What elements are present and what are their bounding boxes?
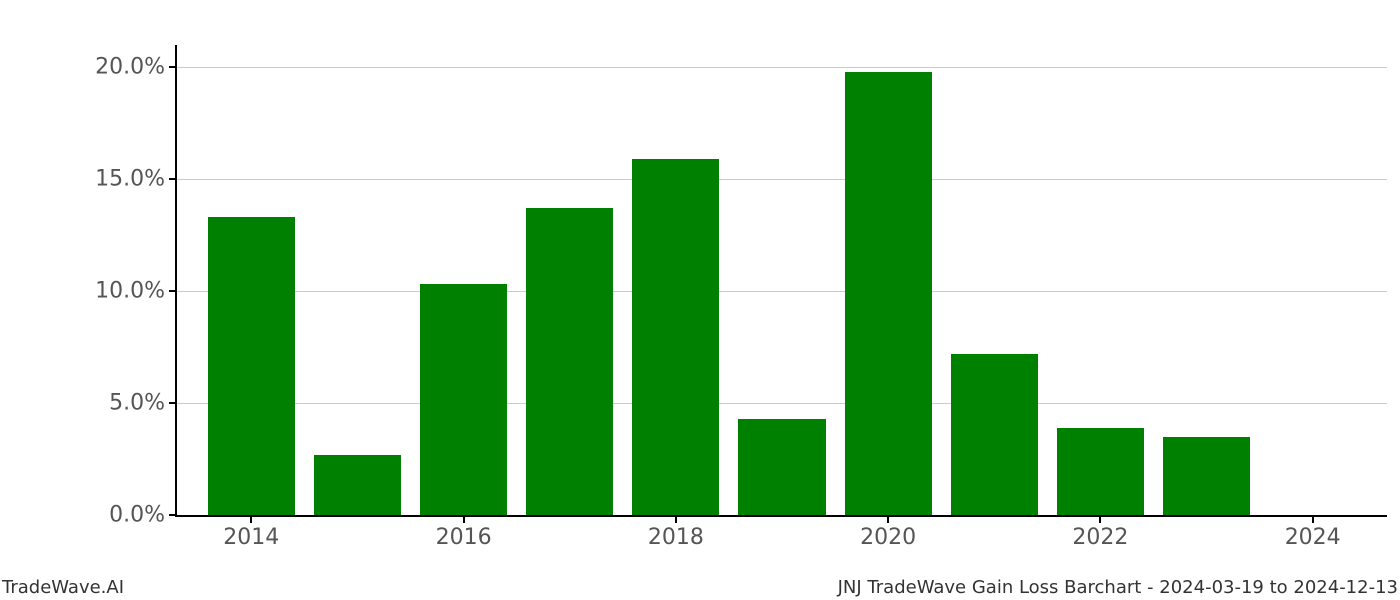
y-gridline xyxy=(177,179,1387,180)
y-gridline xyxy=(177,403,1387,404)
bar xyxy=(951,354,1038,515)
x-tick-label: 2022 xyxy=(1072,515,1128,550)
y-tick-label: 10.0% xyxy=(95,279,177,304)
y-tick-label: 20.0% xyxy=(95,55,177,80)
plot-area: 0.0%5.0%10.0%15.0%20.0%20142016201820202… xyxy=(175,45,1387,517)
x-tick-label: 2024 xyxy=(1285,515,1341,550)
bar xyxy=(632,159,719,515)
y-tick-label: 0.0% xyxy=(109,503,177,528)
bar xyxy=(1057,428,1144,515)
y-gridline xyxy=(177,67,1387,68)
y-gridline xyxy=(177,291,1387,292)
bar xyxy=(420,284,507,515)
chart-container: 0.0% 5.0% 10.0% 15.0% 20.0% 2014 2016 2018 2020 2… xyxy=(0,0,1400,600)
bar xyxy=(526,208,613,515)
bar xyxy=(208,217,295,515)
x-tick-label: 2018 xyxy=(648,515,704,550)
bar xyxy=(314,455,401,515)
chart-caption: JNJ TradeWave Gain Loss Barchart - 2024-… xyxy=(838,577,1398,598)
y-tick-label: 15.0% xyxy=(95,167,177,192)
bar xyxy=(1163,437,1250,515)
bar xyxy=(738,419,825,515)
x-tick-label: 2020 xyxy=(860,515,916,550)
y-tick-label: 5.0% xyxy=(109,391,177,416)
x-tick-label: 2016 xyxy=(436,515,492,550)
bar xyxy=(845,72,932,515)
watermark-left: TradeWave.AI xyxy=(2,577,124,598)
x-tick-label: 2014 xyxy=(223,515,279,550)
